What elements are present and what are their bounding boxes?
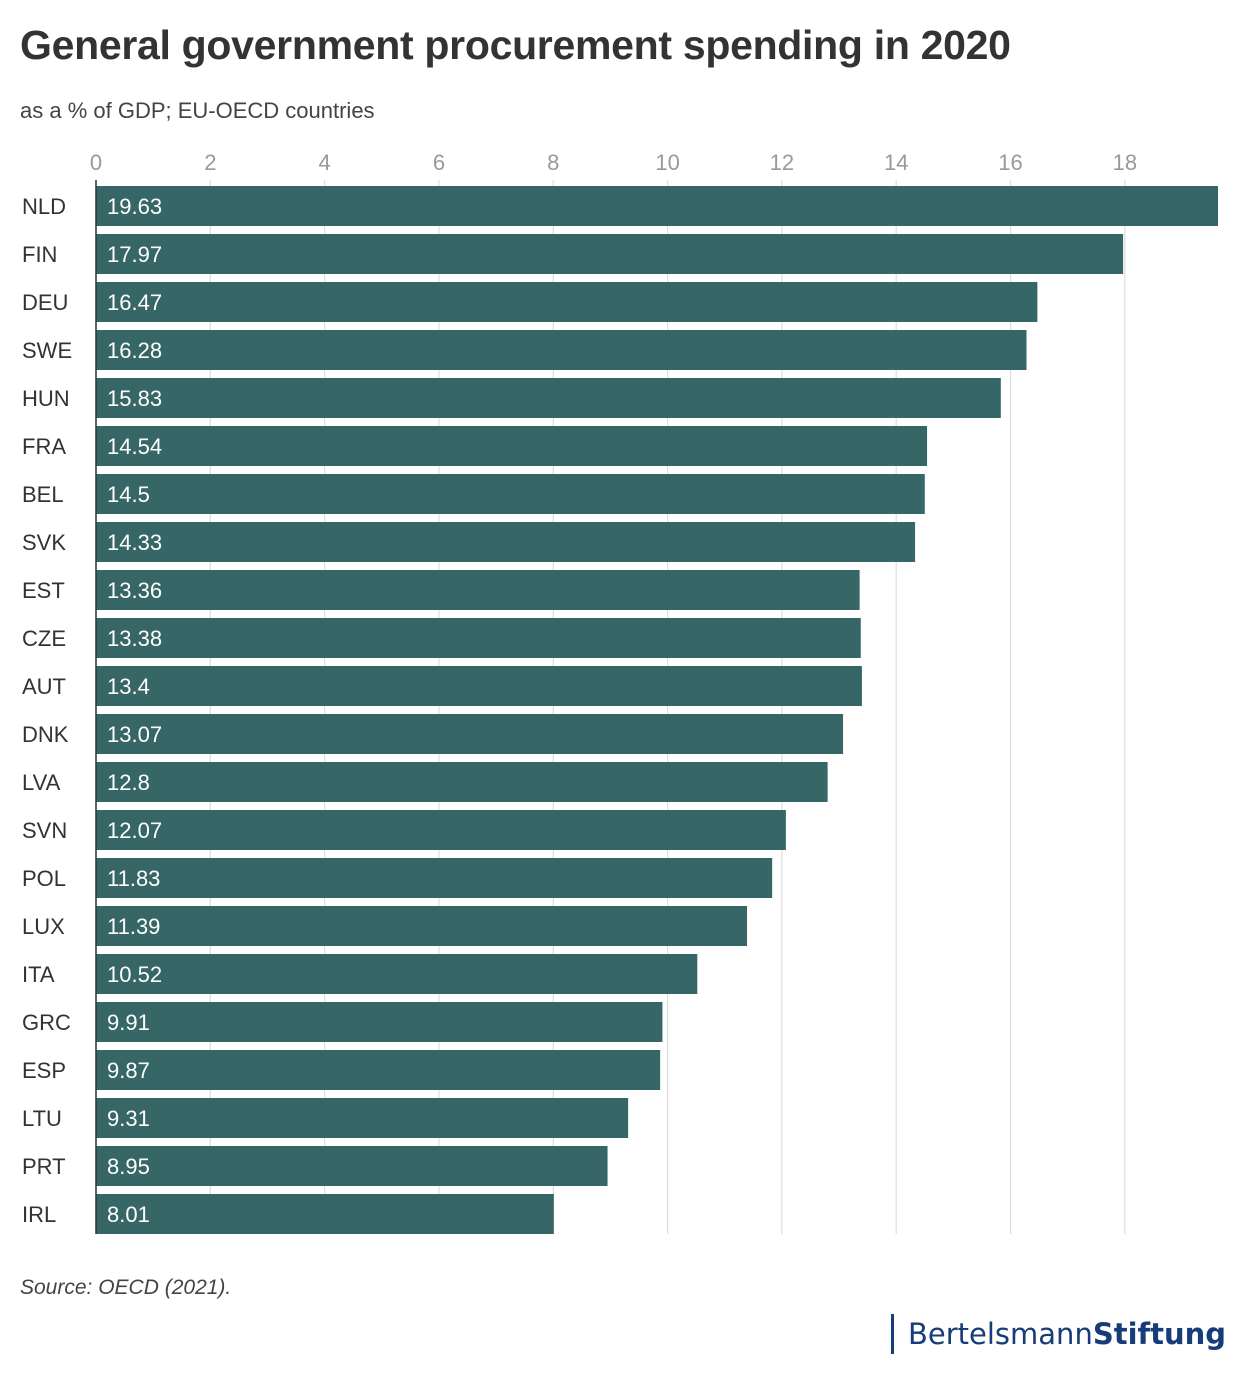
bar-bel <box>96 474 925 514</box>
bar-value-label: 9.91 <box>107 1010 150 1035</box>
bar-swe <box>96 330 1027 370</box>
bar-value-label: 12.07 <box>107 818 162 843</box>
category-labels: NLD FIN DEU SWE HUN FRA BEL SVK EST CZE AUT DNK LVA S… <box>22 194 72 1227</box>
category-label-grc: GRC <box>22 1010 71 1035</box>
category-label-fra: FRA <box>22 434 66 459</box>
bar-value-label: 12.8 <box>107 770 150 795</box>
bar-value-label: 15.83 <box>107 386 162 411</box>
bar-deu <box>96 282 1038 322</box>
bar-value-label: 16.28 <box>107 338 162 363</box>
category-label-dnk: DNK <box>22 722 69 747</box>
category-label-ita: ITA <box>22 962 55 987</box>
x-axis-ticks: 0 2 4 6 8 10 12 14 16 18 <box>90 150 1137 175</box>
bar-value-label: 16.47 <box>107 290 162 315</box>
x-tick-label: 14 <box>884 150 908 175</box>
category-label-aut: AUT <box>22 674 66 699</box>
bar-fin <box>96 234 1124 274</box>
category-label-est: EST <box>22 578 65 603</box>
bar-value-label: 13.38 <box>107 626 162 651</box>
chart-subtitle: as a % of GDP; EU-OECD countries <box>20 98 375 123</box>
bar-aut <box>96 666 862 706</box>
category-label-swe: SWE <box>22 338 72 363</box>
bar-svk <box>96 522 916 562</box>
x-tick-label: 2 <box>204 150 216 175</box>
bar-value-label: 13.4 <box>107 674 150 699</box>
logo-text-part1: Bertelsmann <box>908 1317 1093 1351</box>
x-tick-label: 16 <box>998 150 1022 175</box>
bar-ltu <box>96 1098 629 1138</box>
bar-value-label: 14.33 <box>107 530 162 555</box>
category-label-cze: CZE <box>22 626 66 651</box>
bar-value-label: 13.07 <box>107 722 162 747</box>
category-label-ltu: LTU <box>22 1106 62 1131</box>
bar-value-label: 11.83 <box>107 866 160 891</box>
bar-value-label: 8.95 <box>107 1154 150 1179</box>
category-label-prt: PRT <box>22 1154 66 1179</box>
bar-value-label: 9.31 <box>107 1106 150 1131</box>
bar-cze <box>96 618 861 658</box>
bar-value-label: 10.52 <box>107 962 162 987</box>
category-label-svk: SVK <box>22 530 66 555</box>
bar-dnk <box>96 714 844 754</box>
bar-chart: 0 2 4 6 8 10 12 14 16 18 19.63 17.97 16.47 16.28 15.8… <box>22 150 1218 1234</box>
bar-value-label: 8.01 <box>107 1202 150 1227</box>
bar-nld <box>96 186 1218 226</box>
category-label-fin: FIN <box>22 242 57 267</box>
x-tick-label: 18 <box>1113 150 1137 175</box>
bar-value-label: 9.87 <box>107 1058 150 1083</box>
bar-ita <box>96 954 698 994</box>
bar-lva <box>96 762 828 802</box>
bars: 19.63 17.97 16.47 16.28 15.83 14.54 14.5 14.33 1… <box>96 186 1218 1234</box>
x-tick-label: 8 <box>547 150 559 175</box>
category-label-pol: POL <box>22 866 66 891</box>
bar-lux <box>96 906 748 946</box>
category-label-esp: ESP <box>22 1058 66 1083</box>
bar-value-label: 13.36 <box>107 578 162 603</box>
category-label-irl: IRL <box>22 1202 56 1227</box>
logo-text-part2: Stiftung <box>1092 1317 1227 1351</box>
category-label-lva: LVA <box>22 770 61 795</box>
bar-value-label: 14.54 <box>107 434 162 459</box>
x-tick-label: 12 <box>770 150 794 175</box>
bar-esp <box>96 1050 661 1090</box>
bar-est <box>96 570 860 610</box>
category-label-deu: DEU <box>22 290 68 315</box>
x-tick-label: 6 <box>433 150 445 175</box>
bar-hun <box>96 378 1001 418</box>
category-label-hun: HUN <box>22 386 70 411</box>
category-label-nld: NLD <box>22 194 66 219</box>
x-tick-label: 10 <box>655 150 679 175</box>
bar-value-label: 11.39 <box>107 914 160 939</box>
bertelsmann-stiftung-logo: Bertelsmann Stiftung <box>891 1314 1226 1354</box>
category-label-lux: LUX <box>22 914 65 939</box>
bar-value-label: 19.63 <box>107 194 162 219</box>
bar-pol <box>96 858 773 898</box>
bar-svn <box>96 810 786 850</box>
bar-value-label: 17.97 <box>107 242 162 267</box>
bar-prt <box>96 1146 608 1186</box>
bar-fra <box>96 426 928 466</box>
chart-title: General government procurement spending … <box>20 22 1011 68</box>
x-tick-label: 4 <box>319 150 331 175</box>
category-label-bel: BEL <box>22 482 64 507</box>
bar-grc <box>96 1002 663 1042</box>
x-tick-label: 0 <box>90 150 102 175</box>
category-label-svn: SVN <box>22 818 67 843</box>
bar-irl <box>96 1194 554 1234</box>
source-note: Source: OECD (2021). <box>20 1276 232 1299</box>
bar-value-label: 14.5 <box>107 482 150 507</box>
